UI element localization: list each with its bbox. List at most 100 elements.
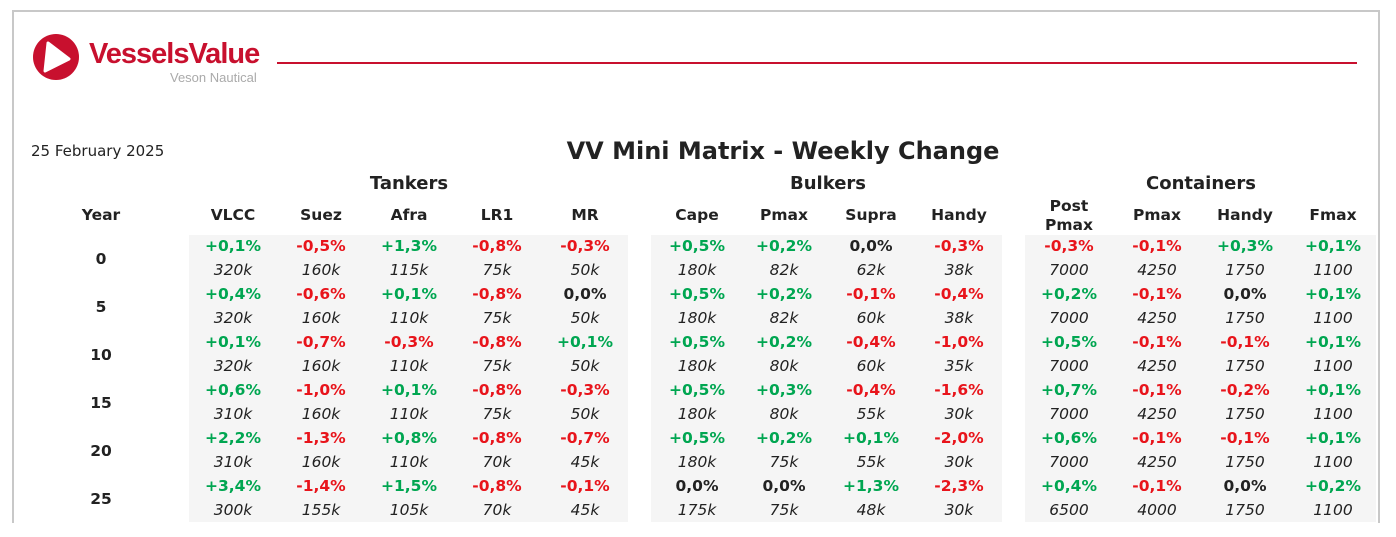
weekly-change: -0,1% bbox=[1132, 477, 1182, 495]
vessel-value: 30k bbox=[944, 501, 974, 519]
header-rule bbox=[277, 62, 1357, 64]
vessel-value: 30k bbox=[944, 405, 974, 423]
vessel-value: 4250 bbox=[1137, 405, 1177, 423]
weekly-change: -0,1% bbox=[846, 285, 896, 303]
weekly-change: +0,3% bbox=[756, 381, 812, 399]
weekly-change: +1,5% bbox=[381, 477, 437, 495]
vessel-value: 4250 bbox=[1137, 453, 1177, 471]
weekly-change: -0,1% bbox=[1132, 333, 1182, 351]
weekly-change: -0,3% bbox=[560, 381, 610, 399]
weekly-change: -0,7% bbox=[296, 333, 346, 351]
column-header: LR1 bbox=[480, 206, 514, 224]
weekly-change: -0,3% bbox=[384, 333, 434, 351]
vessel-value: 310k bbox=[213, 453, 253, 471]
weekly-change: +0,1% bbox=[557, 333, 613, 351]
vessel-value: 55k bbox=[856, 405, 886, 423]
vessel-value: 55k bbox=[856, 453, 886, 471]
column-header: MR bbox=[571, 206, 599, 224]
vessel-value: 80k bbox=[769, 405, 799, 423]
weekly-change: -0,1% bbox=[1132, 237, 1182, 255]
vessel-value: 70k bbox=[482, 453, 512, 471]
vessel-value: 1100 bbox=[1313, 357, 1353, 375]
weekly-change: +0,5% bbox=[669, 429, 725, 447]
weekly-change: -0,4% bbox=[934, 285, 984, 303]
weekly-change: -0,5% bbox=[296, 237, 346, 255]
weekly-change: +0,5% bbox=[1041, 333, 1097, 351]
weekly-change: -0,8% bbox=[472, 429, 522, 447]
weekly-change: +0,2% bbox=[756, 237, 812, 255]
vessel-value: 320k bbox=[213, 261, 253, 279]
weekly-change: -2,0% bbox=[934, 429, 984, 447]
weekly-change: -1,0% bbox=[296, 381, 346, 399]
vessel-value: 160k bbox=[301, 261, 341, 279]
weekly-change: +0,2% bbox=[756, 285, 812, 303]
weekly-change: -0,6% bbox=[296, 285, 346, 303]
vessel-value: 1750 bbox=[1225, 261, 1265, 279]
vessel-value: 35k bbox=[944, 357, 974, 375]
weekly-change: -0,3% bbox=[560, 237, 610, 255]
vessel-value: 160k bbox=[301, 405, 341, 423]
vessel-value: 180k bbox=[677, 405, 717, 423]
weekly-change: +0,3% bbox=[1217, 237, 1273, 255]
weekly-change: +0,2% bbox=[756, 333, 812, 351]
vessel-value: 48k bbox=[856, 501, 886, 519]
vessel-value: 1750 bbox=[1225, 453, 1265, 471]
weekly-change: -0,1% bbox=[1220, 429, 1270, 447]
column-header: Afra bbox=[390, 206, 428, 224]
weekly-change: +0,7% bbox=[1041, 381, 1097, 399]
weekly-change: -0,8% bbox=[472, 285, 522, 303]
vessel-value: 75k bbox=[482, 357, 512, 375]
weekly-change: +0,2% bbox=[1041, 285, 1097, 303]
vessel-value: 300k bbox=[213, 501, 253, 519]
vessel-value: 160k bbox=[301, 453, 341, 471]
vessel-value: 105k bbox=[389, 501, 429, 519]
column-header: Suez bbox=[300, 206, 342, 224]
vessel-value: 4250 bbox=[1137, 309, 1177, 327]
vessel-value: 75k bbox=[769, 501, 799, 519]
vessel-value: 115k bbox=[389, 261, 429, 279]
weekly-change: -0,3% bbox=[1044, 237, 1094, 255]
weekly-change: +0,1% bbox=[1305, 237, 1361, 255]
column-header: Handy bbox=[931, 206, 987, 224]
weekly-change: -0,7% bbox=[560, 429, 610, 447]
weekly-change: 0,0% bbox=[849, 237, 893, 255]
weekly-change: -0,1% bbox=[560, 477, 610, 495]
vessel-value: 310k bbox=[213, 405, 253, 423]
column-header: VLCC bbox=[210, 206, 256, 224]
weekly-change: -1,4% bbox=[296, 477, 346, 495]
weekly-change: +0,2% bbox=[1305, 477, 1361, 495]
vessel-value: 75k bbox=[482, 405, 512, 423]
vessel-value: 110k bbox=[389, 405, 429, 423]
weekly-change: -1,0% bbox=[934, 333, 984, 351]
weekly-change: -0,8% bbox=[472, 333, 522, 351]
weekly-change: -0,1% bbox=[1132, 381, 1182, 399]
weekly-change: +0,4% bbox=[205, 285, 261, 303]
weekly-change: +0,1% bbox=[1305, 429, 1361, 447]
weekly-change: +0,1% bbox=[1305, 381, 1361, 399]
column-header: Fmax bbox=[1309, 206, 1357, 224]
column-header: Post Pmax bbox=[1045, 197, 1093, 234]
vessel-value: 180k bbox=[677, 357, 717, 375]
column-header: Pmax bbox=[760, 206, 808, 224]
vessel-value: 82k bbox=[769, 261, 799, 279]
vessel-value: 1100 bbox=[1313, 501, 1353, 519]
logo-triangle-icon bbox=[33, 34, 79, 80]
group-block bbox=[189, 235, 628, 522]
vessel-value: 82k bbox=[769, 309, 799, 327]
weekly-change: 0,0% bbox=[1223, 285, 1267, 303]
vessel-value: 7000 bbox=[1049, 309, 1089, 327]
year-label: 10 bbox=[90, 346, 112, 364]
group-header-tankers: Tankers bbox=[369, 173, 449, 194]
vessel-value: 30k bbox=[944, 453, 974, 471]
vessel-value: 45k bbox=[570, 501, 600, 519]
vessel-value: 110k bbox=[389, 453, 429, 471]
year-label: 20 bbox=[90, 442, 112, 460]
weekly-change: +0,8% bbox=[381, 429, 437, 447]
weekly-change: +0,1% bbox=[1305, 333, 1361, 351]
weekly-change: -0,8% bbox=[472, 381, 522, 399]
weekly-change: +0,6% bbox=[1041, 429, 1097, 447]
vessel-value: 50k bbox=[570, 405, 600, 423]
weekly-change: +0,1% bbox=[205, 333, 261, 351]
weekly-change: +0,1% bbox=[843, 429, 899, 447]
weekly-change: +0,1% bbox=[381, 285, 437, 303]
